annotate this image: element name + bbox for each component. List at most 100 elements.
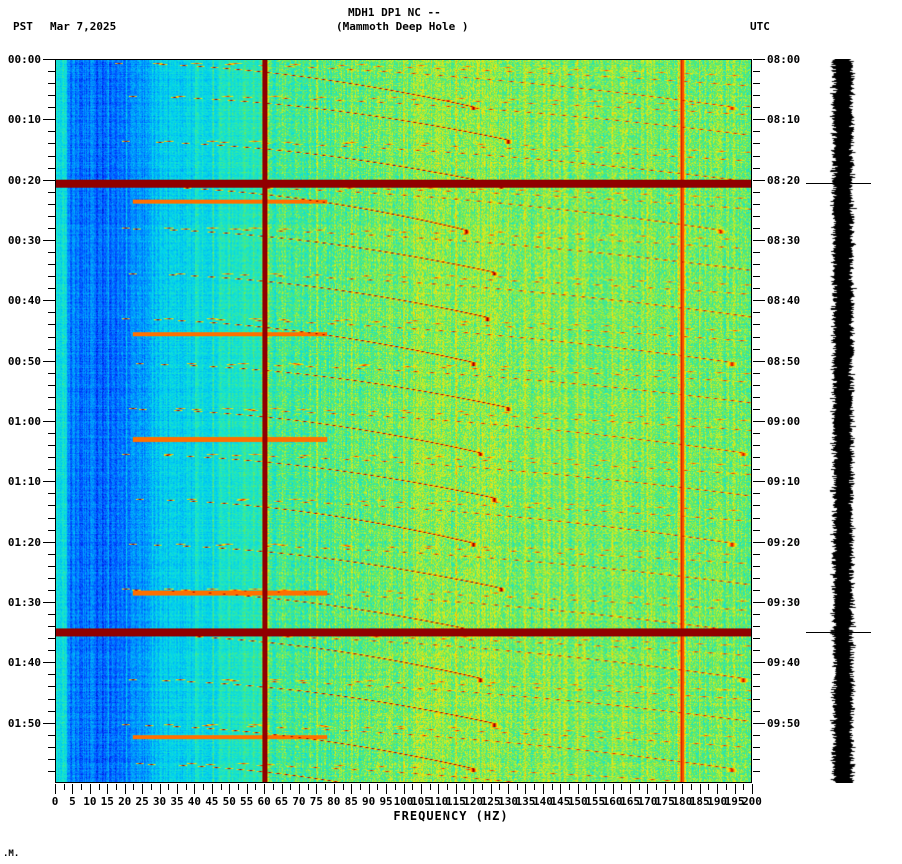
frequency-tick-major <box>595 784 597 794</box>
frequency-tick-minor <box>359 784 361 790</box>
time-tick-minor-right <box>753 372 760 374</box>
time-tick-minor-right <box>753 384 760 386</box>
frequency-tick-major <box>664 784 666 794</box>
time-tick-major-right <box>753 602 765 603</box>
frequency-tick-minor <box>307 784 309 790</box>
time-tick-minor-left <box>48 95 55 97</box>
frequency-label: 125 <box>480 795 501 808</box>
frequency-label: 75 <box>309 795 323 808</box>
frequency-tick-major <box>647 784 649 794</box>
frequency-label: 190 <box>707 795 728 808</box>
frequency-label: 115 <box>445 795 466 808</box>
time-label-pst: 00:30 <box>7 234 41 247</box>
time-tick-minor-right <box>753 626 760 628</box>
time-tick-major-right <box>753 662 765 664</box>
time-tick-minor-left <box>48 758 55 760</box>
frequency-tick-minor <box>586 784 588 790</box>
seismogram-time-tick <box>806 632 871 634</box>
time-tick-minor-right <box>753 143 760 145</box>
frequency-tick-minor <box>325 784 327 790</box>
time-tick-major-right <box>753 59 765 60</box>
time-tick-minor-right <box>753 650 760 652</box>
date-label: Mar 7,2025 <box>50 20 117 33</box>
frequency-tick-major <box>176 784 178 794</box>
time-label-pst: 01:10 <box>7 475 41 489</box>
time-tick-minor-right <box>753 565 760 567</box>
time-label-pst: 00:50 <box>7 354 41 368</box>
time-tick-minor-left <box>48 686 55 688</box>
frequency-label: 5 <box>69 795 76 808</box>
frequency-label: 165 <box>620 795 640 808</box>
time-tick-minor-right <box>753 710 760 712</box>
time-tick-minor-left <box>48 517 55 519</box>
time-tick-major-left <box>43 240 55 241</box>
frequency-tick-minor <box>98 784 100 790</box>
time-label-pst: 01:20 <box>7 535 41 549</box>
time-tick-minor-right <box>753 770 760 772</box>
time-label-pst: 00:00 <box>7 53 41 66</box>
time-tick-minor-left <box>48 565 55 567</box>
time-tick-minor-left <box>48 252 55 254</box>
frequency-label: 45 <box>205 795 219 808</box>
frequency-tick-major <box>124 784 126 794</box>
time-tick-minor-right <box>753 469 760 471</box>
timezone-left-label: PST <box>13 20 33 33</box>
frequency-label: 80 <box>327 795 341 808</box>
time-tick-major-left <box>43 481 55 483</box>
frequency-tick-major <box>351 784 353 794</box>
frequency-tick-minor <box>290 784 292 790</box>
time-tick-minor-left <box>48 384 55 386</box>
time-label-pst: 01:00 <box>7 415 41 428</box>
time-label-pst: 01:30 <box>7 596 41 609</box>
time-tick-major-left <box>43 541 55 543</box>
frequency-label: 145 <box>550 795 571 808</box>
time-tick-minor-left <box>48 336 55 338</box>
time-tick-major-right <box>753 179 765 181</box>
frequency-label: 185 <box>689 795 710 808</box>
frequency-label: 105 <box>410 795 431 808</box>
time-tick-minor-right <box>753 276 760 278</box>
time-label-pst: 01:40 <box>7 656 41 670</box>
time-tick-minor-right <box>753 589 760 591</box>
frequency-tick-minor <box>708 784 710 790</box>
time-tick-major-left <box>43 179 55 181</box>
timezone-right-label: UTC <box>750 20 770 33</box>
time-tick-minor-left <box>48 674 55 676</box>
frequency-label: 15 <box>100 795 114 808</box>
time-tick-major-right <box>753 722 765 724</box>
frequency-tick-major <box>159 784 161 794</box>
time-label-utc: 08:10 <box>767 113 801 127</box>
frequency-tick-minor <box>569 784 571 790</box>
frequency-tick-major <box>577 784 579 794</box>
time-label-utc: 09:10 <box>767 475 801 489</box>
frequency-tick-major <box>682 784 684 794</box>
time-tick-minor-right <box>753 396 760 398</box>
time-label-utc: 09:20 <box>767 535 801 549</box>
frequency-label: 40 <box>187 795 202 808</box>
station-code-title: MDH1 DP1 NC -- <box>348 6 441 19</box>
time-tick-minor-left <box>48 324 55 326</box>
seismogram-time-tick <box>806 182 871 184</box>
time-tick-minor-left <box>48 203 55 205</box>
time-tick-minor-left <box>48 638 55 640</box>
time-tick-major-left <box>43 119 55 121</box>
frequency-tick-minor <box>673 784 675 790</box>
frequency-tick-minor <box>115 784 117 790</box>
frequency-tick-minor <box>499 784 501 790</box>
time-tick-minor-right <box>753 746 760 748</box>
time-tick-minor-left <box>48 143 55 145</box>
time-tick-minor-left <box>48 505 55 507</box>
frequency-tick-major <box>142 784 144 794</box>
time-tick-minor-left <box>48 614 55 616</box>
frequency-tick-major <box>525 784 527 794</box>
frequency-tick-major <box>630 784 632 794</box>
time-tick-minor-left <box>48 71 55 73</box>
frequency-tick-major <box>612 784 614 794</box>
corner-artifact-mark: .M. <box>3 849 20 859</box>
time-tick-minor-left <box>48 469 55 471</box>
time-tick-minor-left <box>48 457 55 459</box>
frequency-tick-major <box>473 784 475 794</box>
frequency-tick-minor <box>725 784 727 790</box>
frequency-label: 150 <box>567 795 588 808</box>
